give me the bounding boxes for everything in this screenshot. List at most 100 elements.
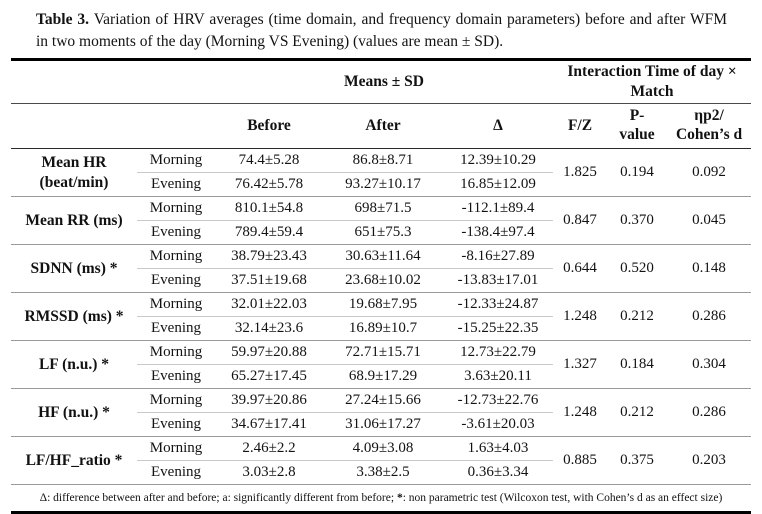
- param-cell: Mean HR (beat/min): [11, 148, 137, 197]
- table-row: Mean HR (beat/min) Morning 74.4±5.28 86.…: [11, 148, 752, 197]
- value-cell-after: 19.68±7.95: [323, 292, 443, 317]
- stat-cell-fz: 1.327: [553, 340, 608, 389]
- stat-cell-fz: 1.825: [553, 148, 608, 197]
- value-cell-delta: -13.83±17.01: [443, 268, 554, 293]
- stat-cell-fz: 0.644: [553, 244, 608, 293]
- param-cell: LF (n.u.) *: [11, 340, 137, 389]
- stat-cell-fz: 1.248: [553, 292, 608, 341]
- value-cell-after: 698±71.5: [323, 196, 443, 221]
- table-row: LF (n.u.) * Morning 59.97±20.88 72.71±15…: [11, 340, 752, 389]
- moment-cell: Evening: [137, 268, 215, 293]
- value-cell-delta: 1.63±4.03: [443, 436, 554, 461]
- footnote-text: : non parametric test (Wilcoxon test, wi…: [402, 492, 723, 504]
- value-cell-after: 651±75.3: [323, 220, 443, 245]
- stat-cell-pvalue: 0.184: [607, 340, 668, 389]
- table-caption-text: Variation of HRV averages (time domain, …: [36, 11, 727, 50]
- stat-cell-pvalue: 0.375: [607, 436, 668, 485]
- value-cell-delta: -15.25±22.35: [443, 316, 554, 341]
- value-cell-before: 39.97±20.86: [215, 388, 323, 413]
- stat-cell-eta: 0.045: [667, 196, 752, 245]
- param-cell: HF (n.u.) *: [11, 388, 137, 437]
- value-cell-before: 37.51±19.68: [215, 268, 323, 293]
- value-cell-before: 65.27±17.45: [215, 364, 323, 389]
- header-spacer: [11, 103, 215, 149]
- stat-cell-pvalue: 0.212: [607, 292, 668, 341]
- moment-cell: Morning: [137, 244, 215, 269]
- stat-cell-eta: 0.148: [667, 244, 752, 293]
- stat-cell-eta: 0.203: [667, 436, 752, 485]
- value-cell-after: 27.24±15.66: [323, 388, 443, 413]
- param-cell: SDNN (ms) *: [11, 244, 137, 293]
- value-cell-after: 86.8±8.71: [323, 148, 443, 173]
- param-cell: RMSSD (ms) *: [11, 292, 137, 341]
- value-cell-delta: 16.85±12.09: [443, 172, 554, 197]
- stat-cell-fz: 1.248: [553, 388, 608, 437]
- header-pvalue: P- value: [607, 103, 668, 149]
- table-row: RMSSD (ms) * Morning 32.01±22.03 19.68±7…: [11, 292, 752, 341]
- table-row: Evening 65.27±17.45 68.9±17.29 3.63±20.1…: [11, 364, 751, 389]
- stat-cell-pvalue: 0.370: [607, 196, 668, 245]
- table-row: HF (n.u.) * Morning 39.97±20.86 27.24±15…: [11, 388, 752, 437]
- table-row: SDNN (ms) * Morning 38.79±23.43 30.63±11…: [11, 244, 752, 293]
- header-interaction: Interaction Time of day × Match: [553, 59, 752, 104]
- stat-cell-fz: 0.847: [553, 196, 608, 245]
- value-cell-before: 76.42±5.78: [215, 172, 323, 197]
- moment-cell: Morning: [137, 292, 215, 317]
- stat-cell-eta: 0.286: [667, 388, 752, 437]
- value-cell-before: 789.4±59.4: [215, 220, 323, 245]
- stat-cell-eta: 0.286: [667, 292, 752, 341]
- table-row: Evening 34.67±17.41 31.06±17.27 -3.61±20…: [11, 412, 751, 437]
- value-cell-delta: 12.73±22.79: [443, 340, 554, 365]
- table-row: Evening 76.42±5.78 93.27±10.17 16.85±12.…: [11, 172, 751, 197]
- value-cell-before: 32.01±22.03: [215, 292, 323, 317]
- moment-cell: Morning: [137, 340, 215, 365]
- stat-cell-pvalue: 0.212: [607, 388, 668, 437]
- table-row: Evening 3.03±2.8 3.38±2.5 0.36±3.34: [11, 460, 751, 485]
- footnote-row: Δ: difference between after and before; …: [11, 484, 752, 514]
- moment-cell: Morning: [137, 196, 215, 221]
- header-delta: Δ: [443, 103, 554, 149]
- value-cell-after: 16.89±10.7: [323, 316, 443, 341]
- value-cell-after: 68.9±17.29: [323, 364, 443, 389]
- table-row: LF/HF_ratio * Morning 2.46±2.2 4.09±3.08…: [11, 436, 752, 485]
- table-row: Evening 37.51±19.68 23.68±10.02 -13.83±1…: [11, 268, 751, 293]
- value-cell-before: 810.1±54.8: [215, 196, 323, 221]
- value-cell-before: 2.46±2.2: [215, 436, 323, 461]
- table-row: Evening 32.14±23.6 16.89±10.7 -15.25±22.…: [11, 316, 751, 341]
- moment-cell: Evening: [137, 412, 215, 437]
- moment-cell: Evening: [137, 220, 215, 245]
- value-cell-after: 72.71±15.71: [323, 340, 443, 365]
- value-cell-delta: -138.4±97.4: [443, 220, 554, 245]
- stat-cell-pvalue: 0.194: [607, 148, 668, 197]
- value-cell-before: 34.67±17.41: [215, 412, 323, 437]
- header-before: Before: [215, 103, 323, 149]
- value-cell-before: 74.4±5.28: [215, 148, 323, 173]
- moment-cell: Evening: [137, 460, 215, 485]
- value-cell-delta: -12.73±22.76: [443, 388, 554, 413]
- stat-cell-pvalue: 0.520: [607, 244, 668, 293]
- value-cell-delta: -8.16±27.89: [443, 244, 554, 269]
- header-spacer: [11, 59, 215, 104]
- value-cell-after: 30.63±11.64: [323, 244, 443, 269]
- value-cell-before: 38.79±23.43: [215, 244, 323, 269]
- param-cell: LF/HF_ratio *: [11, 436, 137, 485]
- stat-cell-eta: 0.092: [667, 148, 752, 197]
- value-cell-delta: 0.36±3.34: [443, 460, 554, 485]
- table-row: Evening 789.4±59.4 651±75.3 -138.4±97.4: [11, 220, 751, 245]
- value-cell-delta: -12.33±24.87: [443, 292, 554, 317]
- footnote-text: Δ: difference between after and before; …: [39, 492, 397, 504]
- moment-cell: Evening: [137, 364, 215, 389]
- footnote-asterisk: *: [396, 492, 403, 504]
- value-cell-after: 93.27±10.17: [323, 172, 443, 197]
- header-means-sd: Means ± SD: [215, 59, 554, 104]
- param-cell: Mean RR (ms): [11, 196, 137, 245]
- table-caption: Table 3. Variation of HRV averages (time…: [0, 0, 762, 58]
- value-cell-after: 3.38±2.5: [323, 460, 443, 485]
- stat-cell-fz: 0.885: [553, 436, 608, 485]
- value-cell-after: 31.06±17.27: [323, 412, 443, 437]
- value-cell-delta: -3.61±20.03: [443, 412, 554, 437]
- header-after: After: [323, 103, 443, 149]
- header-group-row: Means ± SD Interaction Time of day × Mat…: [11, 59, 752, 104]
- value-cell-after: 23.68±10.02: [323, 268, 443, 293]
- header-fz: F/Z: [553, 103, 608, 149]
